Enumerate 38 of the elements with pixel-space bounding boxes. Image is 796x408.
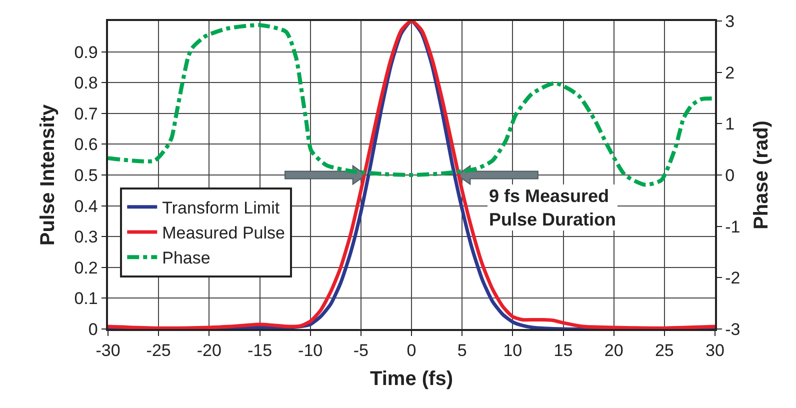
y2-tick-label: 2 <box>725 63 735 82</box>
legend-label: Measured Pulse <box>162 224 285 243</box>
legend-label: Transform Limit <box>162 198 280 218</box>
y-tick-label: 0.9 <box>74 42 98 62</box>
annotation: 9 fs Measured Pulse Duration <box>489 186 616 230</box>
y-tick-label: 0.3 <box>74 228 98 247</box>
y-tick-label: 0 <box>88 320 98 339</box>
y2-tick-label: 3 <box>725 12 735 31</box>
x-tick-label: 15 <box>554 341 573 360</box>
y-tick-label: 0.8 <box>74 74 98 93</box>
y-tick-label: 0.1 <box>74 289 98 308</box>
y2-tick-label: 1 <box>725 114 735 134</box>
x-tick-label: 20 <box>604 341 624 360</box>
y2-tick-label: 0 <box>725 166 735 185</box>
x-tick-label: 30 <box>706 341 724 360</box>
legend-label: Phase <box>162 248 210 268</box>
x-tick-label: -30 <box>96 341 120 360</box>
y2-tick-label: -2 <box>725 268 740 288</box>
x-axis-title: Time (fs) <box>370 368 453 390</box>
x-tick-label: -25 <box>146 341 171 360</box>
x-tick-label: 10 <box>503 341 522 360</box>
x-tick-label: -15 <box>247 341 272 360</box>
y2-axis-title: Phase (rad) <box>750 120 772 230</box>
y-tick-label: 0.7 <box>74 104 98 124</box>
y-tick-label: 0.4 <box>74 196 98 216</box>
y-tick-label: 0.6 <box>74 135 98 154</box>
line-series <box>108 23 715 187</box>
x-tick-label: -5 <box>353 341 368 360</box>
x-tick-label: 5 <box>457 341 467 360</box>
y2-tick-label: -1 <box>725 217 740 236</box>
y-tick-label: 0.5 <box>74 166 98 185</box>
y-tick-label: 0.2 <box>74 258 98 278</box>
y-axis-title: Pulse Intensity <box>37 104 60 246</box>
x-tick-label: -10 <box>298 341 323 360</box>
x-tick-label: 0 <box>406 341 416 360</box>
x-tick-label: 25 <box>654 341 674 360</box>
x-tick-label: -20 <box>196 341 222 360</box>
y2-tick-label: -3 <box>725 320 740 339</box>
